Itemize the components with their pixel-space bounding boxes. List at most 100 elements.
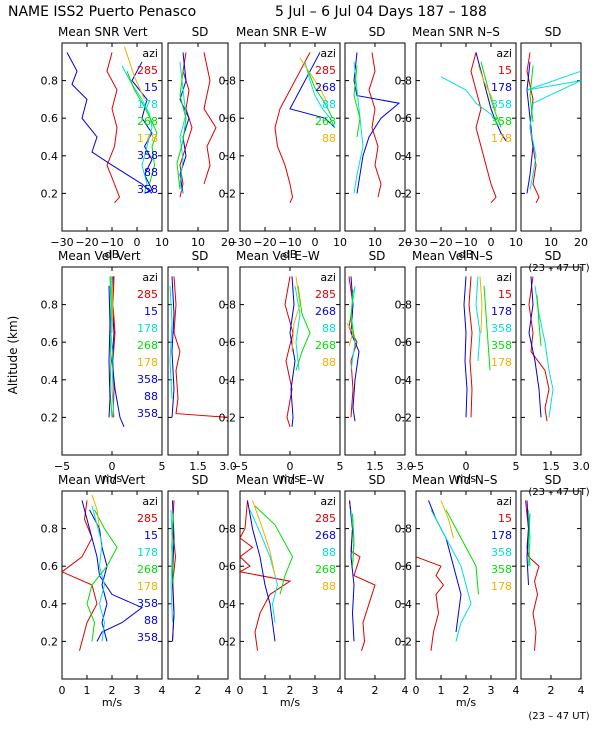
panel-title-sd: SD xyxy=(192,473,209,487)
series-line-red xyxy=(470,52,497,204)
x-axis-label: dB xyxy=(283,248,298,261)
series-line-green xyxy=(527,513,531,567)
y-tick-label: 0.2 xyxy=(395,187,413,200)
series-line-green xyxy=(295,285,311,371)
x-axis-label: m/s xyxy=(102,696,122,709)
series-line-orange xyxy=(111,276,114,333)
y-tick-label: 0.6 xyxy=(41,112,59,125)
x-tick-label: 5 xyxy=(159,460,166,473)
legend-entry: 358 xyxy=(137,407,158,420)
series-line-green xyxy=(254,505,294,595)
x-axis-label: dB xyxy=(105,248,120,261)
legend-entry: 178 xyxy=(137,546,158,559)
x-tick-label: 4 xyxy=(225,684,232,697)
y-tick-label: 0.4 xyxy=(41,598,59,611)
series-line-green xyxy=(445,509,479,595)
legend-entry: 178 xyxy=(491,132,512,145)
panel-title-sd: SD xyxy=(192,249,209,263)
panel-title-sd: SD xyxy=(192,25,209,39)
legend-entry: 88 xyxy=(322,322,336,335)
legend-entry: 268 xyxy=(137,115,158,128)
legend-entry: 268 xyxy=(315,115,336,128)
x-axis-label: m/s xyxy=(280,696,300,709)
x-axis-label: m/s xyxy=(102,472,122,485)
y-tick-label: 0.2 xyxy=(41,411,59,424)
series-line-blue xyxy=(81,500,143,642)
series-line-cyan xyxy=(91,505,106,642)
series-line-red xyxy=(179,52,193,198)
y-tick-label: 0.4 xyxy=(41,374,59,387)
series-line-orange xyxy=(124,46,145,100)
plot-panel-0-0: 0.2 0.4 0.6 0.8 −30 −20 −10 0 10 Mean SNR Vert dB a… xyxy=(41,25,170,261)
x-tick-label: 4 xyxy=(159,684,166,697)
x-axis-label: m/s xyxy=(456,696,476,709)
x-tick-label: −30 xyxy=(228,236,251,249)
plot-panel-2-5: 2 4SD(23 – 47 UT) xyxy=(520,473,590,722)
y-tick-label: 0.8 xyxy=(41,299,59,312)
series-line-orange xyxy=(291,276,301,352)
x-tick-label: 4 xyxy=(402,684,409,697)
series-line-green xyxy=(529,65,534,123)
plot-panel-1-1: 1.5 3.0 SD xyxy=(167,249,237,473)
x-axis-label: m/s xyxy=(456,472,476,485)
legend-entry: 178 xyxy=(491,529,512,542)
y-tick-label: 0.2 xyxy=(219,187,237,200)
x-tick-label: 20 xyxy=(574,236,588,249)
series-line-blue xyxy=(428,500,462,633)
series-line-cyan xyxy=(110,276,115,418)
panel-title: Mean Vel N–S xyxy=(412,249,493,263)
legend-entry: 268 xyxy=(315,529,336,542)
x-tick-label: −5 xyxy=(54,460,70,473)
x-tick-label: 2 xyxy=(548,684,555,697)
series-line-blue xyxy=(89,509,108,642)
plot-panel-2-3: 2 4 SD xyxy=(344,473,409,697)
series-line-blue xyxy=(526,500,530,586)
series-line-red xyxy=(528,276,550,422)
legend-entry: 178 xyxy=(137,580,158,593)
x-tick-label: 20 xyxy=(398,236,412,249)
x-tick-label: 4 xyxy=(513,684,520,697)
series-line-green xyxy=(307,69,333,119)
x-tick-label: 2 xyxy=(372,684,379,697)
y-tick-label: 0.8 xyxy=(41,523,59,536)
x-tick-label: 3 xyxy=(134,684,141,697)
y-tick-label: 0.6 xyxy=(395,112,413,125)
plot-frame xyxy=(520,42,582,232)
series-line-orange xyxy=(440,500,454,539)
legend-header: azi xyxy=(142,495,158,508)
legend-entry: 358 xyxy=(137,631,158,644)
series-line-blue xyxy=(528,276,542,418)
legend-entry: 178 xyxy=(491,580,512,593)
panel-title: Mean SNR E–W xyxy=(236,25,327,39)
x-axis-label: m/s xyxy=(280,472,300,485)
plot-panel-0-4: 0.2 0.4 0.6 0.8 −30 −20 −10 0 10 Mean SNR N–S dB az… xyxy=(395,25,524,261)
y-tick-label: 0.2 xyxy=(41,635,59,648)
x-tick-label: −20 xyxy=(429,236,452,249)
panel-title: Mean SNR N–S xyxy=(412,25,500,39)
series-line-red xyxy=(368,52,382,198)
x-tick-label: 10 xyxy=(544,236,558,249)
x-tick-label: 10 xyxy=(509,236,523,249)
y-tick-label: 0.6 xyxy=(219,560,237,573)
series-line-red xyxy=(106,52,121,204)
x-tick-label: 0 xyxy=(287,460,294,473)
x-tick-label: 3.0 xyxy=(396,460,414,473)
y-tick-label: 0.2 xyxy=(41,187,59,200)
x-tick-label: −5 xyxy=(232,460,248,473)
x-tick-label: 0 xyxy=(237,684,244,697)
series-line-blue xyxy=(475,52,507,142)
series-line-green xyxy=(483,285,491,371)
legend-entry: 358 xyxy=(491,115,512,128)
series-line-green xyxy=(352,513,355,567)
x-tick-label: 10 xyxy=(155,236,169,249)
series-line-orange xyxy=(299,57,328,104)
series-line-green xyxy=(86,509,118,642)
legend-entry: 285 xyxy=(315,512,336,525)
y-tick-label: 0.4 xyxy=(219,374,237,387)
legend-entry: 268 xyxy=(315,563,336,576)
plot-panel-1-3: 1.5 3.0 SD xyxy=(344,249,414,473)
x-tick-label: 20 xyxy=(221,236,235,249)
y-tick-label: 0.8 xyxy=(219,523,237,536)
series-line-cyan xyxy=(440,76,499,126)
